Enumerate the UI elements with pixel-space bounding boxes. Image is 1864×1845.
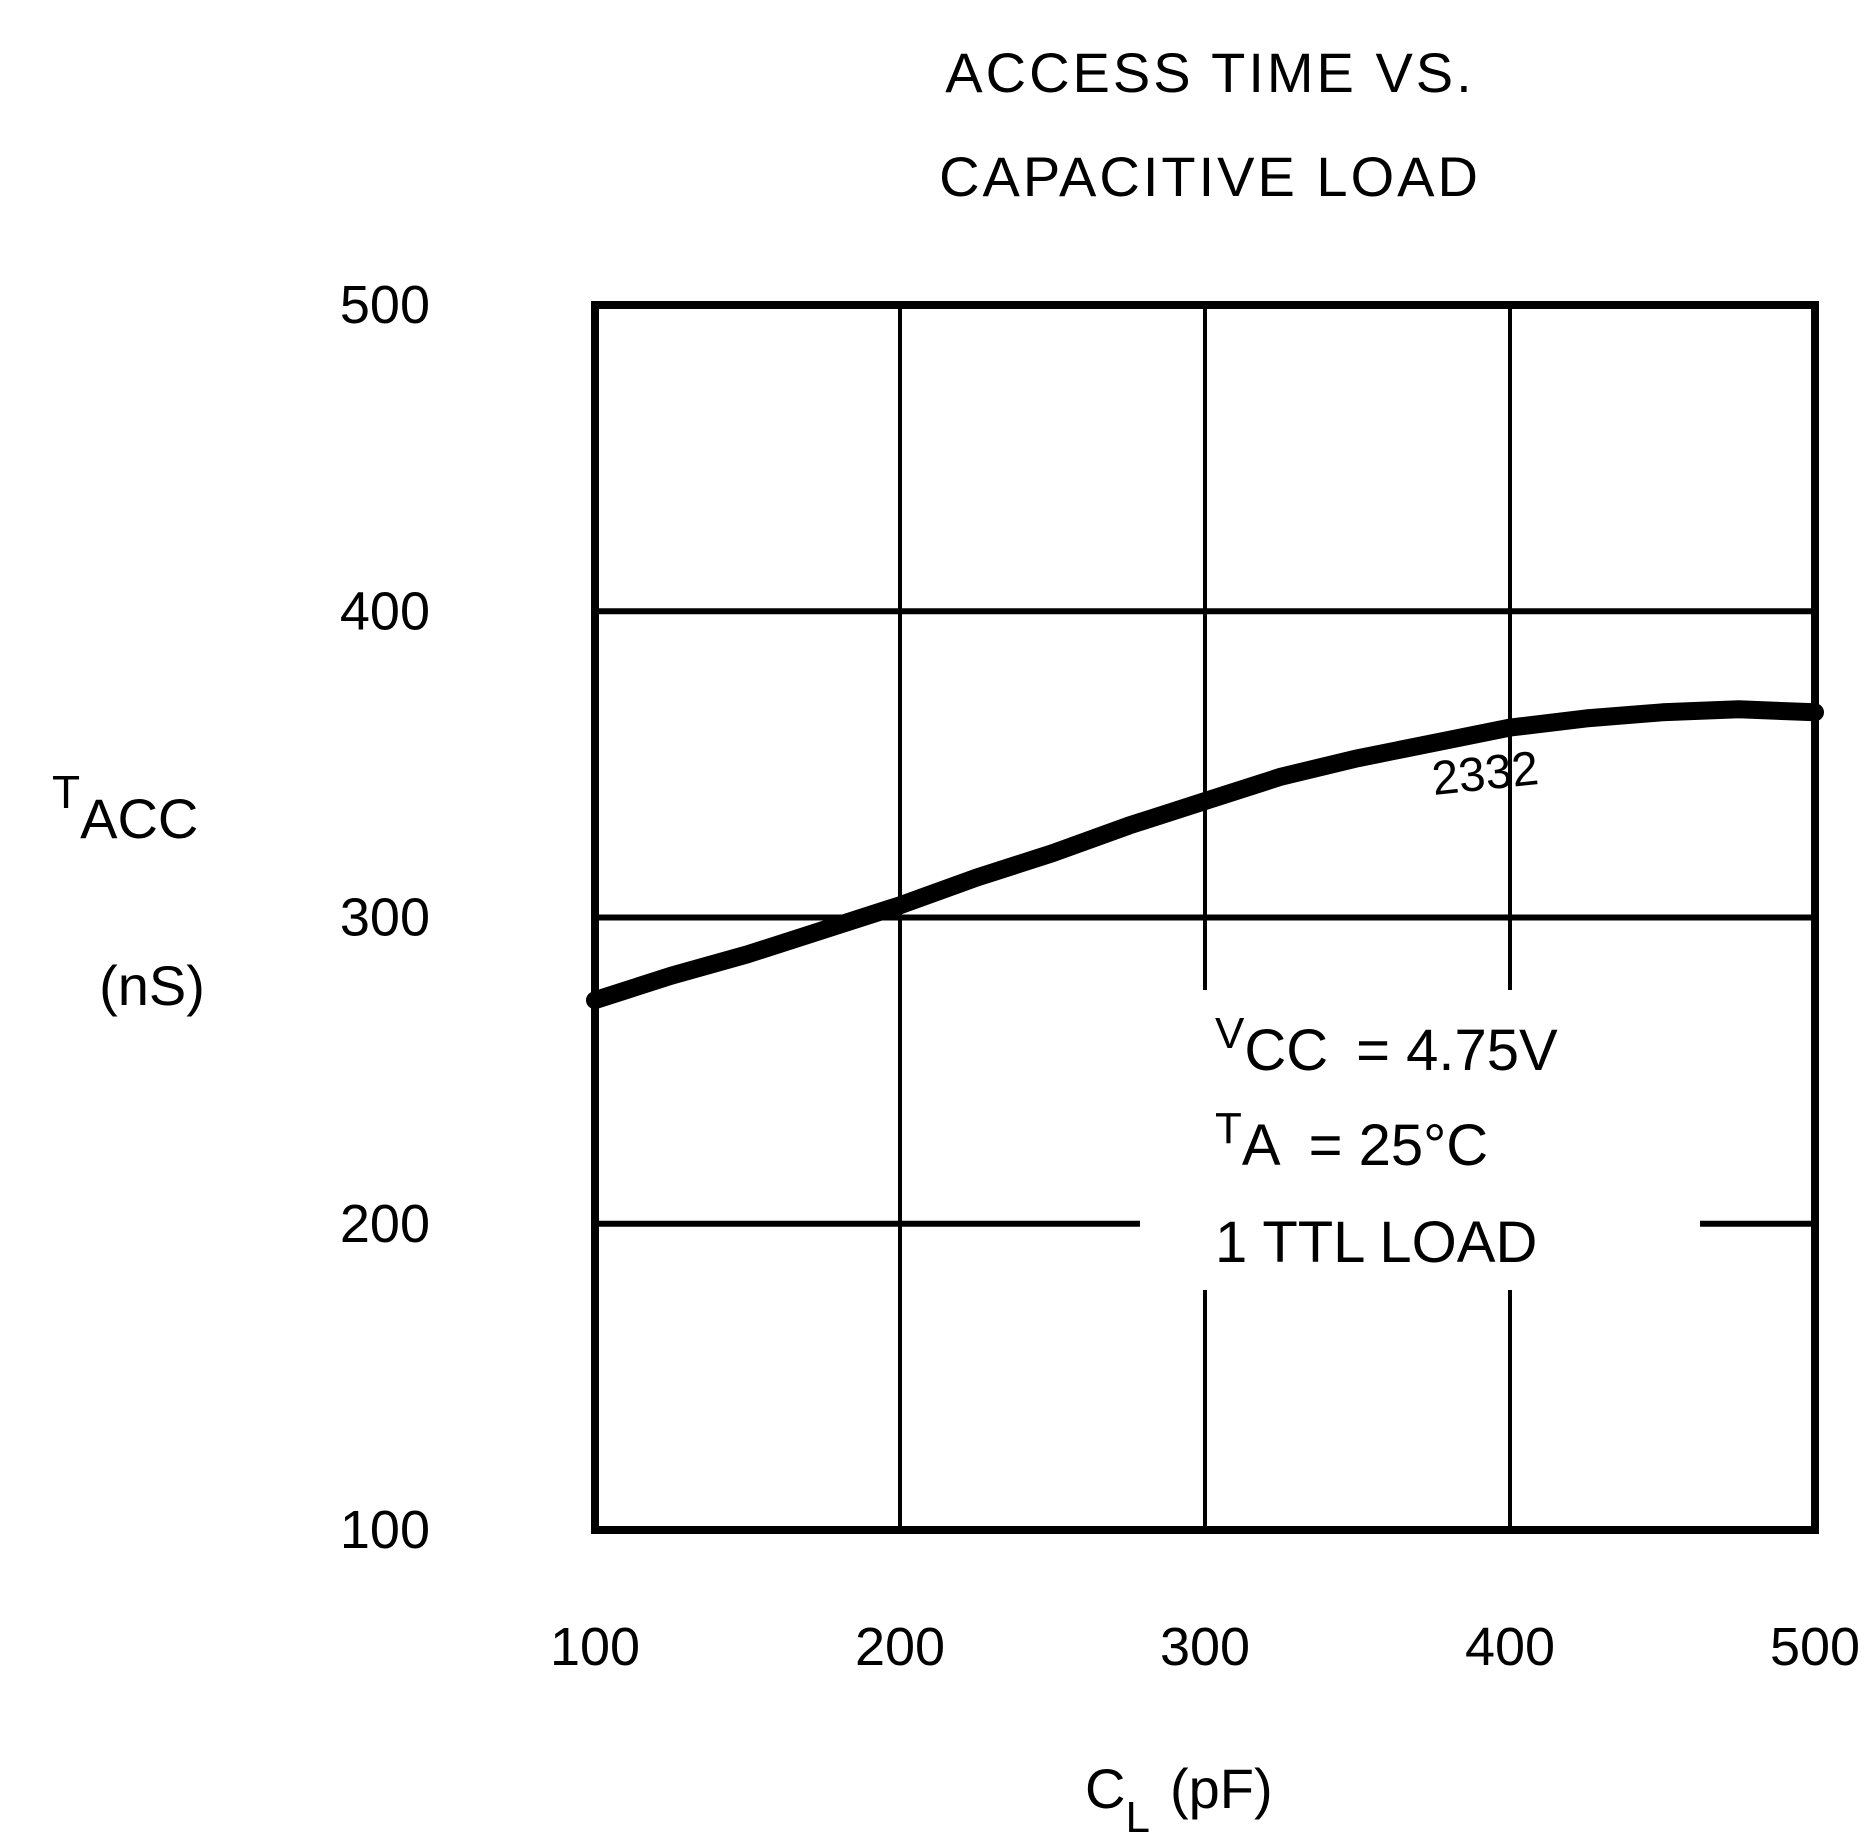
x-axis-label-symbol: C [1085,1757,1125,1820]
y-axis-label-subscript: ACC [80,787,198,850]
x-tick-label-400: 400 [1465,1617,1555,1677]
x-axis-label: CL (pF) [1085,1757,1273,1842]
plot-frame [591,301,1819,1534]
condition-vcc-symbol: V [1215,1009,1245,1058]
y-tick-label-300: 300 [340,888,430,948]
x-tick-label-100: 100 [550,1617,640,1677]
y-axis-label: TACC [52,766,198,850]
x-tick-labels: 100 200 300 400 500 [550,1617,1860,1677]
chart-title-line-1: ACCESS TIME VS. [945,41,1474,104]
y-axis-label-symbol: T [52,766,80,818]
y-tick-label-200: 200 [340,1194,430,1254]
y-tick-label-400: 400 [340,581,430,641]
condition-ta-symbol: T [1215,1104,1242,1153]
condition-load: 1 TTL LOAD [1215,1210,1537,1275]
y-tick-label-500: 500 [340,275,430,335]
condition-vcc-value: = 4.75V [1356,1018,1558,1083]
condition-ta-subscript: A [1242,1113,1281,1178]
x-tick-label-300: 300 [1160,1617,1250,1677]
chart-title-line-2: CAPACITIVE LOAD [939,145,1481,208]
plot-grid [595,305,1815,1530]
series-layer: 2332 [586,700,1824,1010]
condition-ta-value: = 25°C [1309,1113,1489,1178]
plot-border [591,301,1819,1534]
x-axis-label-unit: (pF) [1170,1757,1273,1820]
y-tick-label-100: 100 [340,1500,430,1560]
conditions-box-background [1140,990,1700,1290]
y-tick-labels: 100 200 300 400 500 [340,275,430,1560]
condition-vcc-subscript: CC [1244,1018,1328,1083]
y-axis-unit: (nS) [99,954,205,1017]
x-tick-label-200: 200 [855,1617,945,1677]
x-axis-label-subscript: L [1125,1793,1149,1842]
series-label-2332: 2332 [1429,742,1541,806]
condition-ta: TA = 25°C [1215,1104,1488,1178]
condition-vcc: VCC = 4.75V [1215,1009,1558,1083]
x-tick-label-500: 500 [1770,1617,1860,1677]
series-line-2332 [586,700,1824,1010]
